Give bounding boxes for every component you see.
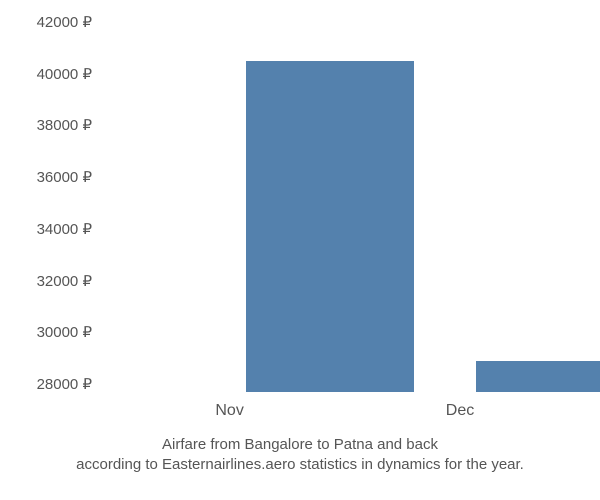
chart-caption: Airfare from Bangalore to Patna and back… xyxy=(0,435,600,476)
y-tick-label: 40000 ₽ xyxy=(37,65,92,83)
y-tick-label: 36000 ₽ xyxy=(37,168,92,186)
airfare-chart: 28000 ₽ 30000 ₽ 32000 ₽ 34000 ₽ 36000 ₽ 38000… xyxy=(0,0,600,500)
y-tick-label: 42000 ₽ xyxy=(37,13,92,31)
x-tick-label: Nov xyxy=(215,402,243,420)
y-tick-label: 32000 ₽ xyxy=(37,272,92,290)
plot-area xyxy=(100,22,580,392)
x-tick-label: Dec xyxy=(446,402,474,420)
y-tick-label: 30000 ₽ xyxy=(37,323,92,341)
y-tick-label: 38000 ₽ xyxy=(37,116,92,134)
bar xyxy=(246,61,414,392)
y-tick-label: 28000 ₽ xyxy=(37,375,92,393)
y-tick-label: 34000 ₽ xyxy=(37,220,92,238)
bar xyxy=(476,361,600,392)
